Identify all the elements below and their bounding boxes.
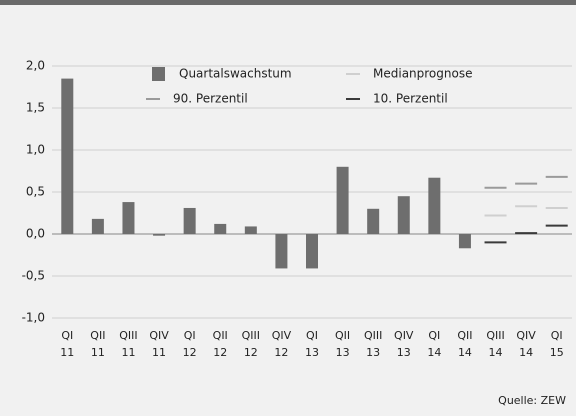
x-tick-label: QIII: [364, 329, 382, 342]
legend-label: Medianprognose: [373, 67, 472, 81]
x-tick-label: QII: [457, 329, 472, 342]
x-tick-label: 12: [213, 346, 227, 359]
x-tick-label: 12: [274, 346, 288, 359]
bar: [275, 234, 288, 269]
x-tick-label: 11: [152, 346, 166, 359]
x-tick-label: 14: [489, 346, 503, 359]
bar: [183, 207, 196, 234]
x-tick-label: QI: [428, 329, 440, 342]
y-tick-label: -0,5: [22, 269, 45, 283]
bar: [91, 218, 104, 234]
legend-label: Quartalswachstum: [179, 67, 292, 81]
x-tick-label: 13: [366, 346, 380, 359]
x-tick-label: 14: [458, 346, 472, 359]
x-tick-label: QIV: [394, 329, 414, 342]
bar: [428, 177, 441, 234]
bar: [336, 166, 349, 234]
y-tick-label: 2,0: [26, 59, 45, 73]
x-tick-label: 12: [244, 346, 258, 359]
x-tick-label: QIII: [486, 329, 504, 342]
x-tick-label: QIV: [149, 329, 169, 342]
legend-label: 10. Perzentil: [373, 92, 448, 106]
x-tick-label: QIII: [119, 329, 137, 342]
bar: [458, 234, 471, 249]
x-tick-label: QI: [184, 329, 196, 342]
x-tick-label: 13: [336, 346, 350, 359]
bar: [367, 208, 380, 234]
bar: [214, 223, 227, 234]
x-tick-label: 11: [121, 346, 135, 359]
source: Quelle: ZEW: [498, 394, 566, 407]
x-tick-label: QII: [213, 329, 228, 342]
x-tick-label: 15: [550, 346, 564, 359]
x-tick-label: 12: [183, 346, 197, 359]
x-tick-label: 13: [397, 346, 411, 359]
y-tick-label: 0,5: [26, 185, 45, 199]
y-tick-label: -1,0: [22, 311, 45, 325]
y-tick-label: 1,0: [26, 143, 45, 157]
y-tick-label: 1,5: [26, 101, 45, 115]
bar: [306, 234, 318, 269]
top-bar: [0, 0, 576, 5]
x-tick-label: QI: [551, 329, 563, 342]
x-tick-label: QI: [61, 329, 73, 342]
x-tick-label: QI: [306, 329, 318, 342]
x-tick-label: QIV: [272, 329, 292, 342]
bar: [397, 196, 410, 234]
x-tick-label: QIII: [242, 329, 260, 342]
legend-swatch: [152, 67, 165, 81]
x-tick-label: 13: [305, 346, 319, 359]
bar: [244, 226, 257, 234]
x-tick-label: QII: [335, 329, 350, 342]
bar: [153, 234, 166, 236]
bar: [61, 78, 74, 234]
x-tick-label: 14: [519, 346, 533, 359]
x-tick-label: 11: [60, 346, 74, 359]
x-tick-label: QIV: [516, 329, 536, 342]
bar: [122, 202, 135, 234]
x-tick-label: QII: [90, 329, 105, 342]
y-tick-label: 0,0: [26, 227, 45, 241]
x-tick-label: 14: [427, 346, 441, 359]
x-tick-label: 11: [91, 346, 105, 359]
legend-label: 90. Perzentil: [173, 92, 248, 106]
